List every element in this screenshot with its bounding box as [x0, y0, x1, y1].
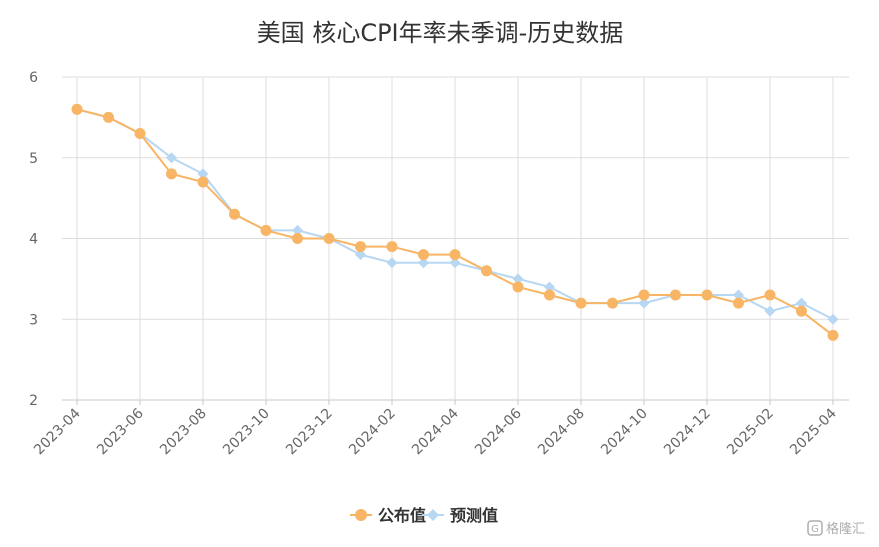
- x-tick-label: 2023-04: [31, 405, 84, 458]
- data-point[interactable]: [418, 249, 429, 261]
- data-point[interactable]: [449, 257, 461, 269]
- data-point[interactable]: [103, 111, 114, 123]
- legend[interactable]: 公布值 预测值: [350, 506, 498, 525]
- x-tick-label: 2024-12: [661, 406, 714, 459]
- x-tick-label: 2023-08: [157, 406, 210, 459]
- chart-title: 美国 核心CPI年率未季调-历史数据: [257, 19, 624, 47]
- legend-item-actual[interactable]: 公布值: [350, 506, 426, 525]
- data-point[interactable]: [638, 289, 650, 301]
- data-point[interactable]: [512, 273, 524, 285]
- data-point[interactable]: [418, 257, 429, 269]
- legend-label: 公布值: [378, 506, 426, 525]
- legend-marker-icon: [355, 509, 367, 521]
- data-point[interactable]: [575, 297, 587, 309]
- data-point[interactable]: [292, 224, 303, 236]
- data-point[interactable]: [638, 297, 650, 309]
- y-tick-label: 5: [29, 151, 38, 167]
- data-point[interactable]: [764, 289, 776, 301]
- data-point[interactable]: [355, 249, 366, 261]
- data-point[interactable]: [134, 128, 146, 140]
- x-axis-ticks: 2023-04 2023-06 2023-08 2023-10 2023-12 2024-…: [31, 405, 840, 458]
- data-point[interactable]: [260, 224, 272, 236]
- x-tick-label: 2024-10: [598, 406, 651, 459]
- data-point[interactable]: [512, 281, 524, 293]
- series-group: [71, 103, 839, 341]
- watermark-logo-icon: [807, 520, 823, 536]
- x-tick-label: 2024-08: [535, 406, 588, 459]
- watermark: G 格隆汇: [807, 520, 865, 537]
- data-point[interactable]: [197, 168, 209, 180]
- legend-marker-icon: [427, 509, 439, 521]
- y-tick-label: 4: [29, 232, 38, 248]
- data-point[interactable]: [449, 249, 461, 261]
- data-point[interactable]: [166, 168, 177, 180]
- x-tick-label: 2023-10: [220, 406, 273, 459]
- x-tick-label: 2025-04: [787, 405, 840, 458]
- x-tick-label: 2025-02: [724, 406, 777, 459]
- data-point[interactable]: [670, 289, 681, 301]
- data-point[interactable]: [796, 305, 807, 317]
- data-point[interactable]: [544, 281, 555, 293]
- data-point[interactable]: [701, 289, 713, 301]
- grid: [62, 76, 849, 405]
- y-axis-ticks: 2 3 4 5 6: [29, 70, 38, 409]
- x-tick-label: 2024-06: [472, 405, 525, 458]
- data-point[interactable]: [796, 297, 807, 309]
- series-actual: [71, 103, 839, 341]
- y-tick-label: 3: [29, 312, 38, 328]
- data-point[interactable]: [733, 297, 744, 309]
- data-point[interactable]: [71, 103, 83, 115]
- data-point[interactable]: [386, 241, 398, 253]
- x-tick-label: 2023-12: [283, 406, 336, 459]
- data-point[interactable]: [607, 297, 618, 309]
- data-point[interactable]: [355, 241, 366, 253]
- y-tick-label: 2: [29, 393, 38, 409]
- data-point[interactable]: [197, 176, 209, 188]
- data-point[interactable]: [166, 152, 177, 164]
- watermark-text: 格隆汇: [826, 521, 865, 537]
- data-point[interactable]: [764, 305, 776, 317]
- data-point[interactable]: [386, 257, 398, 269]
- legend-label: 预测值: [450, 506, 498, 525]
- x-tick-label: 2023-06: [94, 405, 147, 458]
- y-tick-label: 6: [29, 70, 38, 86]
- data-point[interactable]: [229, 208, 240, 220]
- x-tick-label: 2024-04: [409, 405, 462, 458]
- watermark-logo-icon-glyph: G: [811, 524, 819, 535]
- data-point[interactable]: [544, 289, 555, 301]
- data-point[interactable]: [827, 313, 839, 325]
- data-point[interactable]: [481, 265, 492, 277]
- x-tick-label: 2024-02: [346, 406, 399, 459]
- data-point[interactable]: [733, 289, 744, 301]
- data-point[interactable]: [827, 329, 839, 341]
- data-point[interactable]: [292, 233, 303, 244]
- legend-item-forecast[interactable]: 预测值: [422, 506, 498, 525]
- data-point[interactable]: [323, 233, 335, 244]
